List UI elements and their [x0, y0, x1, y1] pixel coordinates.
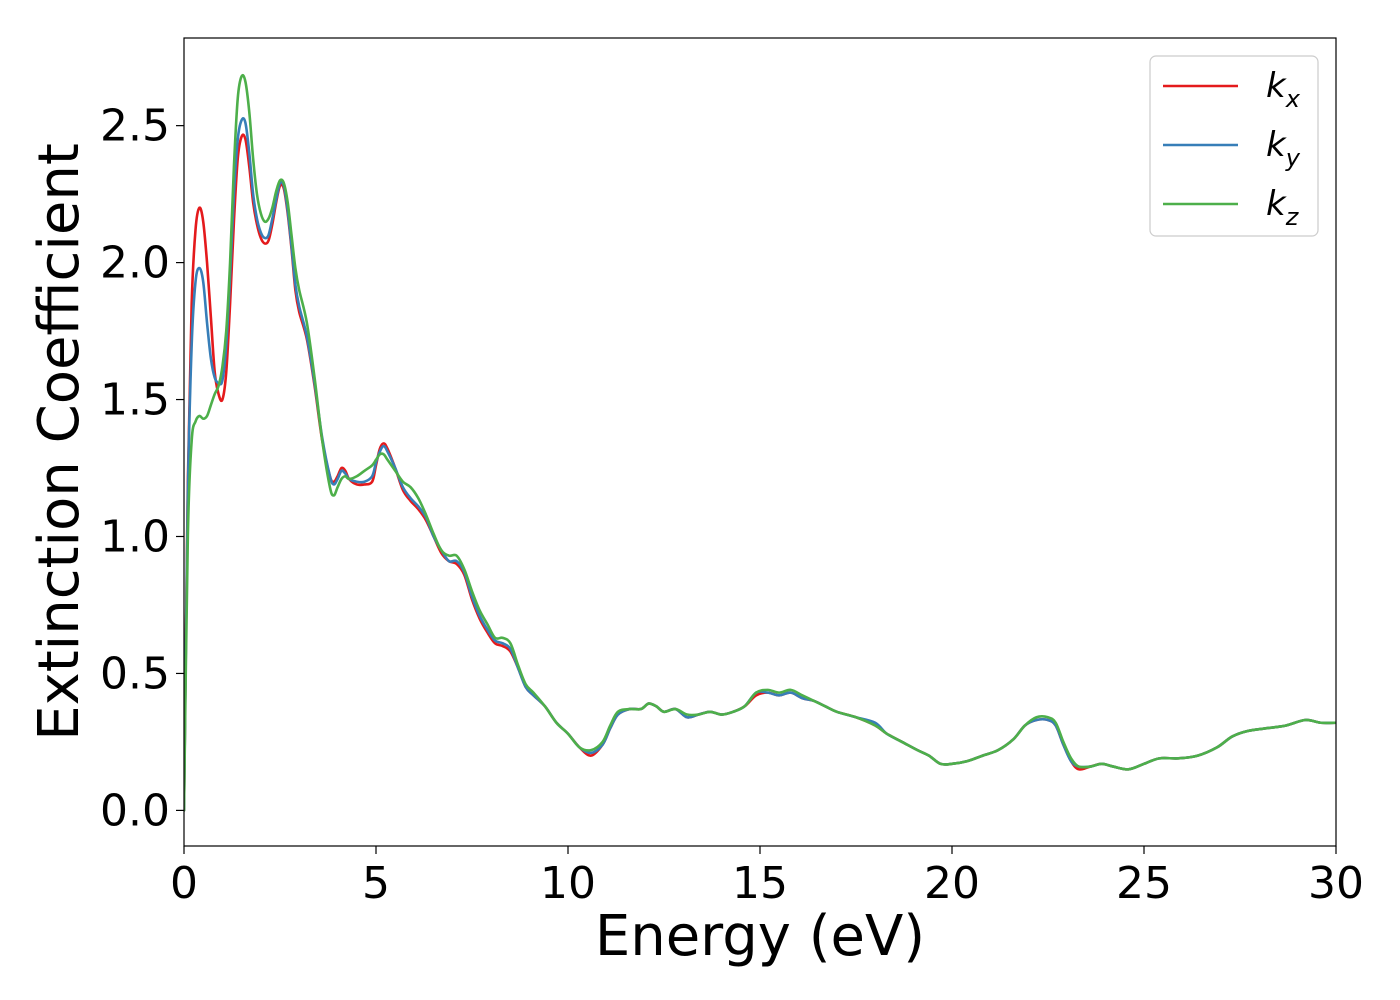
- y-tick-label: 1.5: [100, 375, 170, 426]
- x-tick-label: 0: [170, 858, 198, 909]
- series-layer: [184, 73, 1336, 812]
- y-axis-label: Extinction Coefficient: [27, 143, 92, 741]
- x-tick-label: 25: [1116, 858, 1172, 909]
- x-tick-label: 5: [362, 858, 390, 909]
- series-line-z: [184, 73, 1336, 812]
- y-tick-label: 0.5: [100, 648, 170, 699]
- x-axis-label: Energy (eV): [595, 904, 925, 969]
- legend-label-y: ky: [1266, 125, 1301, 172]
- x-axis: 0 5 10 15 20 25 30: [170, 846, 1364, 909]
- x-tick-label: 15: [732, 858, 788, 909]
- legend: kx ky kz: [1149, 55, 1319, 237]
- y-tick-label: 0.0: [100, 785, 170, 836]
- y-axis: 0.0 0.5 1.0 1.5 2.0 2.5: [100, 101, 184, 836]
- legend-label-z: kz: [1266, 184, 1300, 231]
- y-tick-label: 2.0: [100, 238, 170, 289]
- y-tick-label: 1.0: [100, 511, 170, 562]
- x-tick-label: 30: [1308, 858, 1364, 909]
- x-tick-label: 10: [540, 858, 596, 909]
- legend-label-x: kx: [1266, 66, 1301, 113]
- x-tick-label: 20: [924, 858, 980, 909]
- y-tick-label: 2.5: [100, 101, 170, 152]
